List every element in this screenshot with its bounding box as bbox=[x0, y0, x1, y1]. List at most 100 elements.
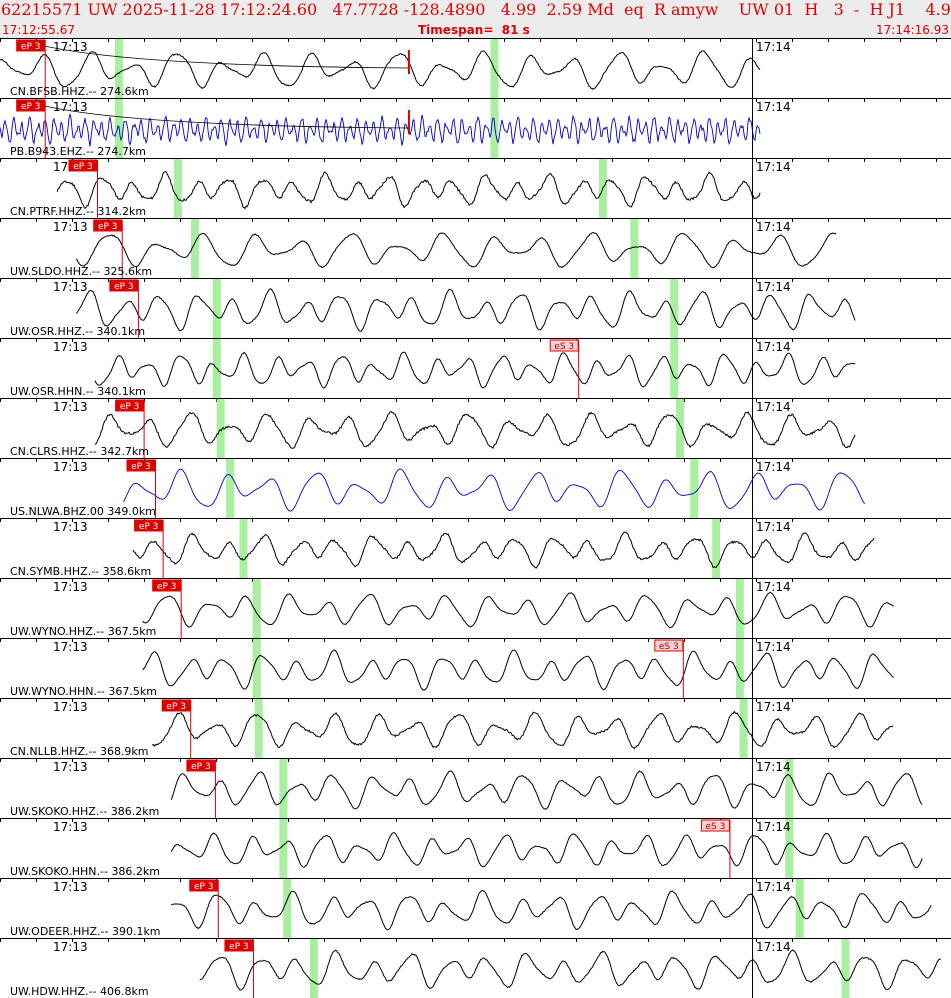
phase-pick-text: eS 3 bbox=[554, 342, 574, 352]
trace-panel[interactable]: 17:13 17:14 eS 3 UW.OSR.HHN.-- 340.1km bbox=[0, 338, 951, 399]
trace-panel[interactable]: 17:13 17:14 eP 3 CN.SYMB.HHZ.-- 358.6km bbox=[0, 518, 951, 579]
trace-panel[interactable]: 17:13 17:14 eP 3 CN.CLRS.HHZ.-- 342.7km bbox=[0, 398, 951, 459]
phase-pick-text: eP 3 bbox=[157, 582, 177, 592]
phase-pick-text: eP 3 bbox=[194, 882, 214, 892]
waveform bbox=[56, 171, 761, 210]
phase-window bbox=[279, 819, 288, 878]
phase-window bbox=[712, 519, 721, 578]
trace-panel[interactable]: 17:13 17:14 eP 3 UW.SKOKO.HHZ.-- 386.2km bbox=[0, 758, 951, 819]
time-label-left: 17:13 bbox=[53, 400, 88, 414]
time-label-right: 17:14 bbox=[756, 400, 791, 414]
station-label: UW.WYNO.HHZ.-- 367.5km bbox=[10, 625, 156, 638]
time-label-left: 17:13 bbox=[53, 580, 88, 594]
phase-pick-text: eP 3 bbox=[73, 162, 93, 172]
waveform bbox=[170, 832, 923, 869]
phase-pick-text: eP 3 bbox=[21, 42, 41, 52]
phase-window bbox=[735, 579, 744, 638]
waveform bbox=[75, 231, 837, 269]
phase-window bbox=[841, 939, 850, 998]
waveform bbox=[94, 351, 856, 389]
trace-panel[interactable]: 17:13 17:14 eP 3 CN.NLLB.HHZ.-- 368.9km bbox=[0, 698, 951, 759]
phase-pick-label[interactable] bbox=[109, 279, 139, 292]
station-label: CN.NLLB.HHZ.-- 368.9km bbox=[10, 745, 149, 758]
phase-window bbox=[173, 159, 182, 218]
trace-panel[interactable]: 17:13 17:14 eP 3 UW.OSR.HHZ.-- 340.1km bbox=[0, 278, 951, 339]
time-label-left: 17:13 bbox=[53, 520, 88, 534]
waveform bbox=[0, 113, 761, 147]
trace-panel[interactable]: 17:13 17:14 eP 3 UW.ODEER.HHZ.-- 390.1km bbox=[0, 878, 951, 939]
phase-window bbox=[630, 219, 639, 278]
time-label-left: 17:13 bbox=[53, 460, 88, 474]
phase-window bbox=[239, 519, 248, 578]
trace-panel[interactable]: 17:13 17:14 eP 3 UW.SLDO.HHZ.-- 325.6km bbox=[0, 218, 951, 279]
station-label: CN.SYMB.HHZ.-- 358.6km bbox=[10, 565, 151, 578]
phase-window bbox=[490, 99, 499, 158]
trace-panel[interactable]: 17:13 17:14 eS 3 UW.WYNO.HHN.-- 367.5km bbox=[0, 638, 951, 699]
time-label-right: 17:14 bbox=[756, 940, 791, 954]
phase-window bbox=[739, 699, 748, 758]
time-label-left: 17:13 bbox=[53, 340, 88, 354]
trace-panel[interactable]: 17:13 17:14 eP 3 UW.WYNO.HHZ.-- 367.5km bbox=[0, 578, 951, 639]
phase-window bbox=[212, 279, 221, 338]
phase-window bbox=[690, 459, 699, 518]
phase-window bbox=[283, 879, 292, 938]
phase-pick-text: eP 3 bbox=[21, 102, 41, 112]
time-label-left: 17:13 bbox=[53, 880, 88, 894]
station-label: UW.HDW.HHZ.-- 406.8km bbox=[10, 985, 149, 998]
time-label-right: 17:14 bbox=[756, 460, 791, 474]
amplitude-curve bbox=[44, 105, 409, 129]
station-label: PB.B943.EHZ.-- 274.7km bbox=[10, 145, 146, 158]
time-label-left: 17:13 bbox=[53, 40, 88, 54]
time-label-right: 17:14 bbox=[756, 760, 791, 774]
time-label-right: 17:14 bbox=[756, 640, 791, 654]
phase-window bbox=[279, 759, 288, 818]
phase-window bbox=[252, 639, 261, 698]
trace-panel[interactable]: 17:13 17:14 eS 3 UW.SKOKO.HHN.-- 386.2km bbox=[0, 818, 951, 879]
phase-pick-text: eP 3 bbox=[139, 522, 159, 532]
phase-window bbox=[675, 399, 684, 458]
station-label: CN.CLRS.HHZ.-- 342.7km bbox=[10, 445, 149, 458]
phase-window bbox=[114, 39, 123, 98]
waveform bbox=[142, 591, 894, 629]
station-label: UW.OSR.HHZ.-- 340.1km bbox=[10, 325, 145, 338]
waveform bbox=[75, 288, 856, 332]
phase-pick-text: eP 3 bbox=[131, 462, 151, 472]
phase-window bbox=[226, 459, 235, 518]
time-label-right: 17:14 bbox=[756, 340, 791, 354]
station-label: UW.WYNO.HHN.-- 367.5km bbox=[10, 685, 157, 698]
timespan-label: Timespan= 81 s bbox=[418, 23, 530, 37]
phase-pick-text: eS 3 bbox=[705, 822, 725, 832]
phase-window bbox=[254, 699, 263, 758]
time-label-right: 17:14 bbox=[756, 700, 791, 714]
station-label: UW.SKOKO.HHN.-- 386.2km bbox=[10, 865, 160, 878]
time-label-right: 17:14 bbox=[756, 580, 791, 594]
waveform bbox=[152, 710, 894, 750]
waveform bbox=[170, 889, 932, 931]
time-label-left: 17:13 bbox=[53, 640, 88, 654]
phase-pick-text: eP 3 bbox=[229, 942, 249, 952]
time-range-bar: 17:12:55.67 Timespan= 81 s 17:14:16.93 bbox=[0, 22, 951, 38]
waveform bbox=[199, 949, 942, 991]
phase-window bbox=[670, 339, 679, 398]
trace-panel[interactable]: 17:13 17:14 eP 3 CN.BFSB.HHZ.-- 274.6km bbox=[0, 38, 951, 99]
event-summary-header: 62215571 UW 2025-11-28 17:12:24.60 47.77… bbox=[0, 0, 951, 22]
trace-panel[interactable]: 17:13 17:14 eP 3 US.NLWA.BHZ.00 349.0km bbox=[0, 458, 951, 519]
waveform bbox=[94, 411, 856, 449]
time-label-right: 17:14 bbox=[756, 880, 791, 894]
time-label-left: 17:13 bbox=[53, 940, 88, 954]
station-label: CN.PTRF.HHZ.-- 314.2km bbox=[10, 205, 146, 218]
time-label-left: 17:13 bbox=[53, 280, 88, 294]
station-label: UW.SLDO.HHZ.-- 325.6km bbox=[10, 265, 152, 278]
time-label-right: 17:14 bbox=[756, 100, 791, 114]
phase-pick-text: eP 3 bbox=[98, 222, 118, 232]
trace-panel[interactable]: 17:13 17:14 eP 3 PB.B943.EHZ.-- 274.7km bbox=[0, 98, 951, 159]
waveform bbox=[0, 50, 761, 90]
start-time: 17:12:55.67 bbox=[2, 23, 75, 37]
phase-window bbox=[190, 219, 199, 278]
trace-panel[interactable]: 17:13 17:14 eP 3 UW.HDW.HHZ.-- 406.8km bbox=[0, 938, 951, 998]
station-label: US.NLWA.BHZ.00 349.0km bbox=[10, 505, 156, 518]
phase-pick-text: eP 3 bbox=[191, 762, 211, 772]
time-label-left: 17:13 bbox=[53, 820, 88, 834]
